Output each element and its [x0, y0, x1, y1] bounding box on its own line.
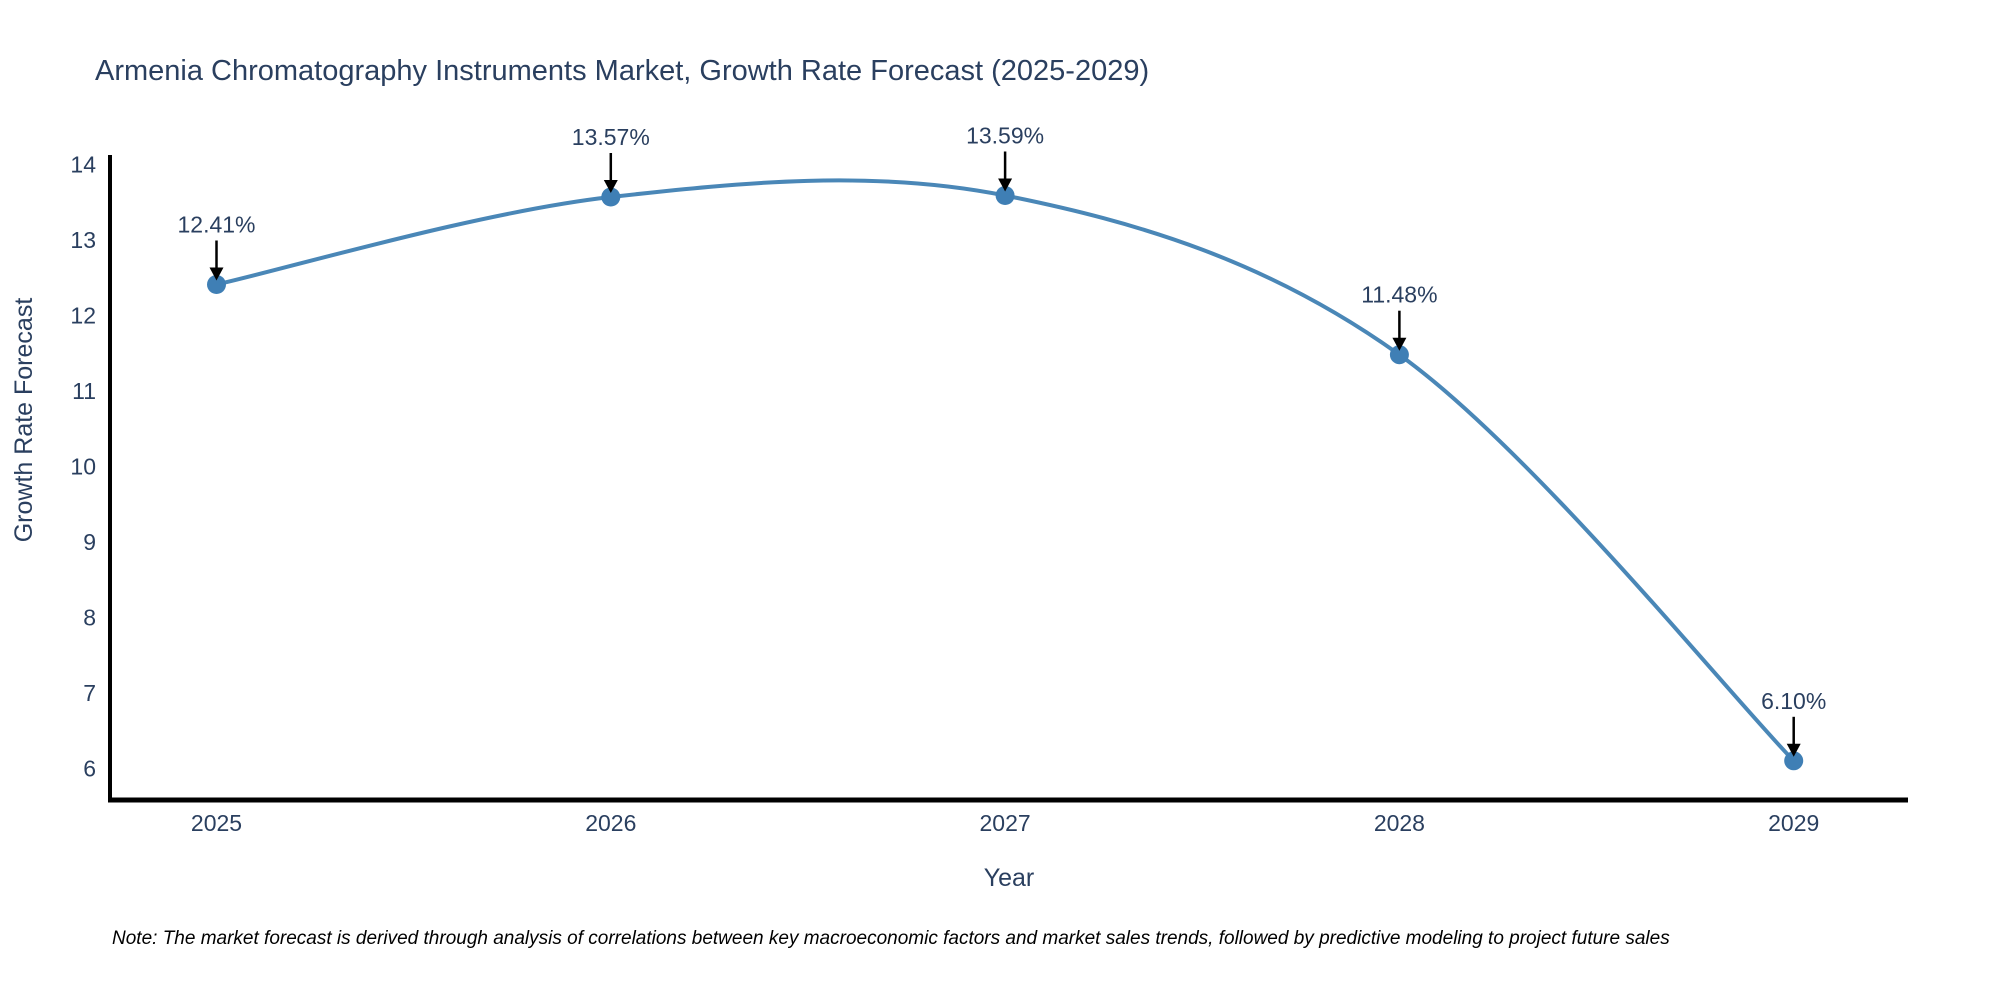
data-point-marker-2027 — [995, 186, 1015, 205]
x-tick-2026: 2026 — [585, 810, 636, 836]
annotation-arrowhead-icon — [209, 267, 224, 281]
x-tick-2028: 2028 — [1374, 810, 1425, 836]
footnote: Note: The market forecast is derived thr… — [112, 928, 1670, 949]
annotation-arrowhead-icon — [998, 178, 1013, 192]
y-tick-9: 9 — [83, 529, 96, 555]
annotation-label-2029: 6.10% — [1761, 688, 1826, 714]
y-tick-8: 8 — [83, 604, 96, 630]
y-tick-12: 12 — [70, 303, 96, 329]
annotation-label-2026: 13.57% — [572, 124, 650, 150]
x-axis-title: Year — [984, 864, 1035, 892]
x-tick-2025: 2025 — [191, 810, 242, 836]
chart-title: Armenia Chromatography Instruments Marke… — [95, 55, 1149, 87]
annotation-label-2027: 13.59% — [966, 123, 1044, 149]
data-point-marker-2028 — [1389, 345, 1409, 365]
y-axis-tick-labels: 6 7 8 9 10 11 12 13 14 — [70, 152, 96, 782]
y-tick-7: 7 — [83, 680, 96, 706]
data-point-annotations: 12.41% 13.57% 13.59% 11.48% 6.10% — [177, 123, 1826, 757]
data-point-marker-2026 — [601, 187, 621, 207]
series-growth-rate-forecast — [207, 178, 1804, 771]
annotation-arrowhead-icon — [1392, 337, 1407, 351]
annotation-arrowhead-icon — [603, 180, 618, 193]
y-tick-13: 13 — [70, 227, 96, 253]
x-tick-2029: 2029 — [1768, 810, 1819, 836]
y-tick-6: 6 — [83, 755, 96, 781]
y-tick-11: 11 — [72, 378, 96, 404]
data-point-marker-2025 — [207, 275, 226, 294]
y-tick-10: 10 — [70, 453, 96, 479]
trend-line — [214, 178, 1796, 763]
y-tick-14: 14 — [70, 152, 96, 178]
y-axis-title: Growth Rate Forecast — [10, 298, 38, 543]
annotation-label-2028: 11.48% — [1361, 282, 1437, 308]
data-point-marker-2029 — [1784, 751, 1804, 771]
x-axis-tick-labels: 2025 2026 2027 2028 2029 — [191, 810, 1819, 836]
annotation-arrowhead-icon — [1786, 743, 1801, 757]
x-tick-2027: 2027 — [980, 810, 1031, 836]
annotation-label-2025: 12.41% — [177, 212, 255, 238]
